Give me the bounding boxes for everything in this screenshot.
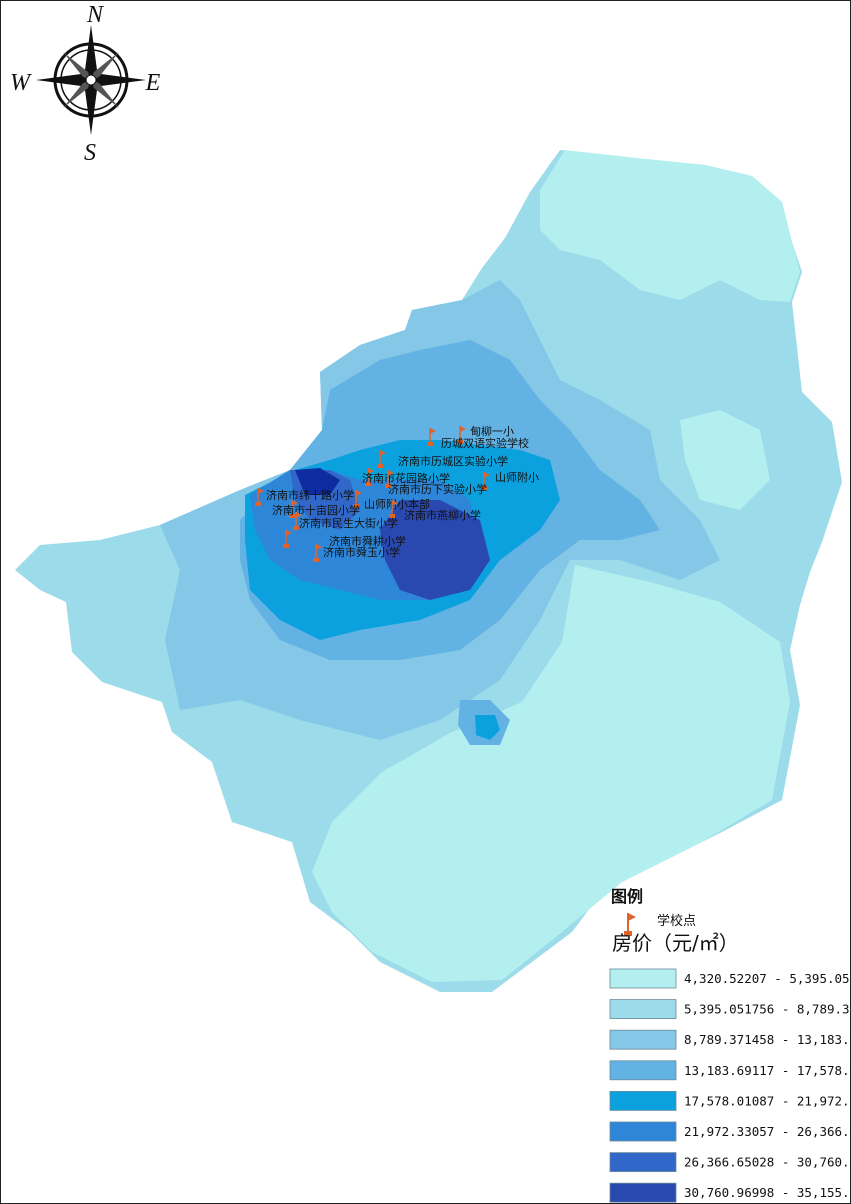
legend-field: 房价（元/㎡）	[612, 931, 739, 955]
flag-base	[353, 504, 359, 508]
legend: 图例 学校点 房价（元/㎡） 4,320.52207 - 5,395.05175…	[609, 887, 851, 1203]
flag-cloth	[388, 470, 394, 476]
legend-class-label: 21,972.33057 - 26,366.65027	[684, 1124, 851, 1139]
price-zone	[475, 715, 500, 740]
price-surface	[15, 150, 842, 992]
school-label: 济南市民生大街小学	[299, 516, 398, 530]
legend-swatch	[609, 999, 677, 1019]
school-flag	[481, 472, 490, 490]
flag-cloth	[296, 512, 302, 518]
flag-base	[427, 442, 433, 446]
flag-cloth	[392, 500, 398, 506]
school-label: 济南市舜耕小学	[329, 534, 406, 548]
school-label: 济南市十亩园小学	[272, 503, 360, 517]
compass-east: E	[145, 70, 161, 96]
compass-west: W	[10, 70, 32, 96]
legend-swatch	[609, 1182, 677, 1203]
legend-class-label: 13,183.69117 - 17,578.01086	[684, 1063, 851, 1078]
school-label: 济南市纬十路小学	[266, 488, 354, 502]
flag-base	[389, 514, 395, 518]
legend-title: 图例	[611, 887, 643, 906]
legend-flag	[624, 913, 636, 936]
price-zone	[380, 500, 490, 600]
flag-cloth	[316, 544, 322, 550]
school-label: 甸柳一小	[470, 424, 514, 438]
flag-cloth	[460, 426, 466, 432]
legend-swatch	[609, 1121, 677, 1142]
flag-cloth	[258, 488, 264, 494]
school-label: 济南市舜玉小学	[323, 545, 400, 559]
compass-south: S	[84, 140, 96, 166]
price-zone	[540, 150, 800, 302]
school-flag	[457, 426, 466, 444]
flag-cloth	[430, 428, 436, 434]
legend-class-label: 26,366.65028 - 30,760.96997	[684, 1155, 851, 1170]
school-label: 山师附小	[495, 470, 539, 484]
flag-base	[457, 440, 463, 444]
legend-swatch	[609, 1060, 677, 1081]
legend-class-label: 4,320.52207 - 5,395.051755	[684, 971, 851, 986]
compass	[36, 25, 146, 135]
school-label: 济南市历下实验小学	[388, 482, 487, 496]
flag-base	[289, 514, 295, 518]
school-flag	[255, 488, 264, 506]
school-flag	[389, 500, 398, 518]
flag-base	[293, 526, 299, 530]
flag-cloth	[356, 490, 362, 496]
price-zone	[680, 410, 770, 510]
school-label: 济南市花园路小学	[362, 471, 450, 485]
flag-base	[377, 464, 383, 468]
legend-swatch	[609, 968, 677, 989]
compass-north: N	[86, 2, 105, 28]
price-zone	[312, 565, 790, 982]
flag-cloth	[484, 472, 490, 478]
school-flag	[377, 450, 386, 468]
legend-class-label: 5,395.051756 - 8,789.371457	[684, 1002, 851, 1017]
school-flag	[283, 530, 292, 548]
legend-class-label: 8,789.371458 - 13,183.69116	[684, 1032, 851, 1047]
flag-base	[313, 558, 319, 562]
flag-cloth	[380, 450, 386, 456]
school-label: 历城双语实验学校	[441, 436, 529, 450]
legend-class-label: 17,578.01087 - 21,972.33056	[684, 1093, 851, 1108]
legend-swatch	[609, 1029, 677, 1050]
school-flag	[427, 428, 436, 446]
school-flag	[365, 468, 374, 486]
flag-cloth	[292, 500, 298, 506]
legend-swatch	[609, 1091, 677, 1111]
school-label: 山师附小本部	[364, 497, 430, 511]
price-zone	[295, 468, 340, 495]
flag-base	[365, 482, 371, 486]
school-flag	[289, 500, 298, 518]
flag-cloth	[368, 468, 374, 474]
school-flag	[293, 512, 302, 530]
legend-class-label: 30,760.96998 - 35,155.28967	[684, 1185, 851, 1200]
school-label: 济南市燕柳小学	[404, 508, 481, 522]
school-flag	[385, 470, 394, 488]
flag-base	[283, 544, 289, 548]
flag-base	[255, 502, 261, 506]
school-label: 济南市历城区实验小学	[398, 454, 508, 468]
flag-base	[385, 484, 391, 488]
school-flag	[313, 544, 322, 562]
legend-point-label: 学校点	[657, 913, 696, 929]
flag-base	[481, 486, 487, 490]
flag-cloth	[286, 530, 292, 536]
legend-swatch	[609, 1152, 677, 1172]
school-flag	[353, 490, 362, 508]
